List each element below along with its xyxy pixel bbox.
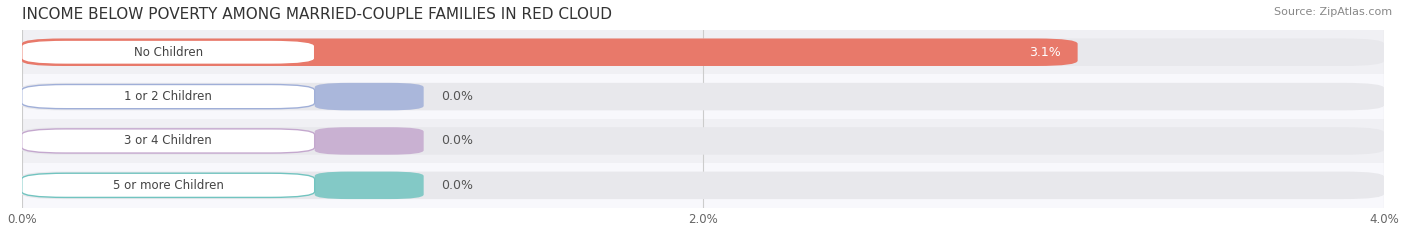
Text: 0.0%: 0.0% (440, 134, 472, 147)
Text: 1 or 2 Children: 1 or 2 Children (124, 90, 212, 103)
FancyBboxPatch shape (315, 171, 423, 199)
FancyBboxPatch shape (21, 173, 315, 197)
FancyBboxPatch shape (21, 129, 315, 153)
Text: 3 or 4 Children: 3 or 4 Children (124, 134, 212, 147)
Text: No Children: No Children (134, 46, 202, 59)
FancyBboxPatch shape (21, 40, 315, 64)
Text: INCOME BELOW POVERTY AMONG MARRIED-COUPLE FAMILIES IN RED CLOUD: INCOME BELOW POVERTY AMONG MARRIED-COUPL… (21, 7, 612, 22)
Text: 0.0%: 0.0% (440, 90, 472, 103)
FancyBboxPatch shape (315, 127, 423, 155)
FancyBboxPatch shape (21, 85, 315, 109)
Text: 0.0%: 0.0% (440, 179, 472, 192)
FancyBboxPatch shape (21, 119, 1384, 163)
FancyBboxPatch shape (21, 163, 1384, 208)
FancyBboxPatch shape (21, 38, 1384, 66)
FancyBboxPatch shape (21, 171, 1384, 199)
Text: 5 or more Children: 5 or more Children (112, 179, 224, 192)
Text: Source: ZipAtlas.com: Source: ZipAtlas.com (1274, 7, 1392, 17)
FancyBboxPatch shape (21, 74, 1384, 119)
FancyBboxPatch shape (21, 127, 1384, 155)
FancyBboxPatch shape (21, 83, 1384, 110)
FancyBboxPatch shape (315, 83, 423, 110)
FancyBboxPatch shape (21, 30, 1384, 74)
FancyBboxPatch shape (21, 38, 1077, 66)
Text: 3.1%: 3.1% (1029, 46, 1060, 59)
